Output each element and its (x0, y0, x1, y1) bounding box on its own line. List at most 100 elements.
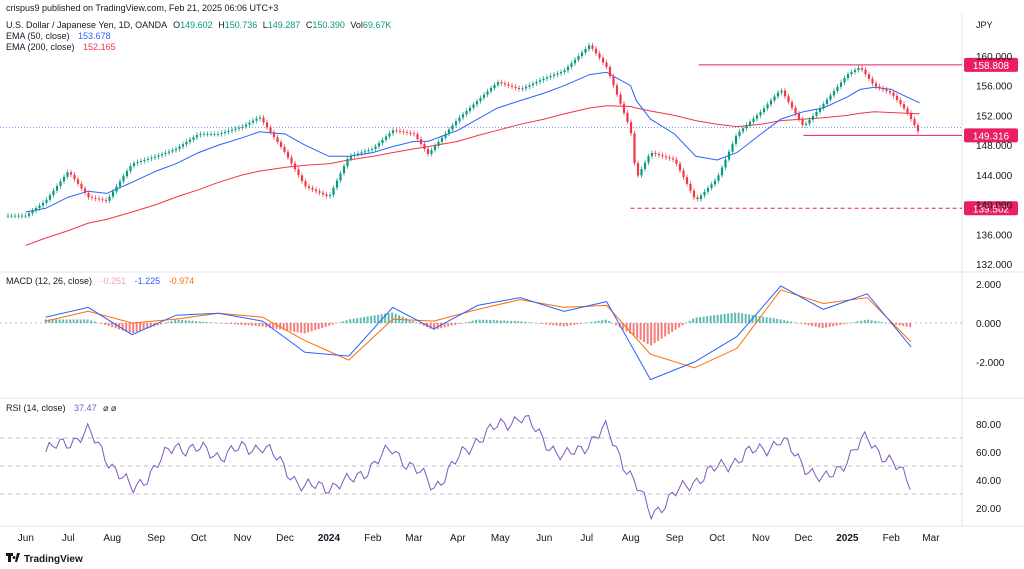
candle-body (178, 146, 181, 149)
candle-body (486, 91, 489, 95)
macd-histogram-bar (156, 323, 159, 326)
macd-histogram-bar (286, 323, 289, 331)
candle-body (444, 133, 447, 138)
macd-histogram-bar (853, 322, 856, 323)
macd-histogram-bar (247, 323, 250, 326)
candle-body (829, 95, 832, 100)
macd-histogram-bar (678, 323, 681, 328)
macd-histogram-bar (272, 323, 275, 329)
macd-histogram-bar (139, 323, 142, 331)
macd-histogram-bar (517, 321, 520, 323)
macd-histogram-bar (706, 316, 709, 323)
x-tick-label: Oct (191, 533, 207, 544)
macd-histogram-bar (457, 323, 460, 325)
candle-body (286, 151, 290, 158)
macd-histogram-bar (244, 323, 247, 326)
candle-body (104, 200, 108, 201)
macd-histogram-bar (730, 313, 733, 323)
macd-histogram-bar (573, 323, 576, 325)
candle-body (234, 128, 237, 130)
macd-histogram-bar (377, 314, 380, 323)
candle-body (815, 111, 818, 116)
tradingview-logo[interactable]: TradingView (6, 553, 83, 565)
macd-histogram-bar (674, 323, 677, 330)
candle-body (447, 129, 451, 134)
macd-histogram-bar (769, 317, 772, 323)
candle-body (73, 174, 76, 180)
published-text: crispus9 published on TradingView.com, F… (6, 3, 278, 13)
macd-histogram-bar (828, 323, 831, 327)
macd-histogram-bar (804, 323, 807, 325)
candle-body (573, 59, 577, 64)
macd-histogram-bar (856, 321, 859, 323)
candle-body (160, 154, 164, 156)
macd-histogram-bar (664, 323, 667, 337)
macd-histogram-bar (93, 321, 96, 323)
macd-histogram-bar (380, 314, 383, 323)
macd-histogram-bar (576, 323, 579, 325)
candle-body (664, 156, 668, 158)
brand-label: TradingView (24, 554, 83, 565)
candle-body (335, 180, 339, 188)
macd-histogram-bar (702, 316, 705, 323)
candle-body (521, 88, 524, 90)
macd-histogram-bar (562, 323, 565, 327)
macd-histogram-bar (163, 323, 166, 324)
x-tick-label: 2024 (318, 533, 341, 544)
macd-histogram-bar (660, 323, 663, 339)
candle-body (76, 179, 80, 184)
macd-histogram-bar (807, 323, 810, 326)
macd-histogram-bar (363, 317, 366, 323)
candle-body (489, 88, 493, 92)
macd-histogram-bar (552, 323, 555, 326)
candle-body (206, 134, 209, 135)
macd-histogram-bar (741, 313, 744, 323)
candle-body (262, 117, 265, 123)
ema50-line (25, 71, 920, 213)
candle-body (507, 84, 510, 86)
candle-body (213, 134, 216, 135)
candle-body (293, 163, 297, 170)
candle-body (776, 92, 780, 97)
price-axis-label: 152.000 (976, 111, 1013, 122)
macd-histogram-bar (881, 322, 884, 323)
candle-body (185, 141, 188, 145)
macd-histogram-bar (436, 323, 439, 330)
rsi-axis-label: 40.00 (976, 476, 1001, 487)
macd-histogram-bar (422, 323, 425, 326)
macd-histogram-bar (212, 322, 215, 324)
macd-histogram-bar (877, 321, 880, 323)
candle-body (580, 52, 584, 57)
candle-body (300, 175, 304, 182)
macd-histogram-bar (86, 319, 89, 323)
candle-body (769, 100, 773, 105)
x-tick-label: Aug (103, 533, 121, 544)
candle-body (801, 119, 804, 126)
candle-body (895, 95, 899, 100)
macd-histogram-bar (695, 317, 698, 323)
candle-body (17, 215, 20, 217)
candle-body (902, 104, 906, 109)
candle-body (458, 117, 461, 122)
candle-body (804, 123, 808, 126)
macd-histogram-bar (195, 321, 198, 323)
macd-histogram-bar (737, 312, 740, 323)
candle-body (598, 53, 601, 58)
candle-body (251, 120, 255, 123)
ema200-legend: EMA (200, close) 152.165 (6, 42, 116, 52)
macd-histogram-bar (65, 319, 68, 323)
candle-body (503, 83, 507, 85)
macd-histogram-bar (419, 323, 422, 325)
macd-histogram-bar (184, 320, 187, 323)
macd-histogram-bar (723, 313, 726, 323)
macd-histogram-bar (485, 319, 488, 323)
macd-histogram-bar (839, 323, 842, 325)
macd-histogram-bar (464, 322, 467, 323)
macd-histogram-bar (478, 319, 481, 323)
candle-body (318, 191, 321, 193)
volume-value: 69.67K (363, 20, 392, 30)
macd-histogram-bar (335, 323, 338, 324)
candle-body (346, 158, 349, 167)
macd-histogram-bar (342, 321, 345, 323)
candle-body (906, 108, 909, 113)
